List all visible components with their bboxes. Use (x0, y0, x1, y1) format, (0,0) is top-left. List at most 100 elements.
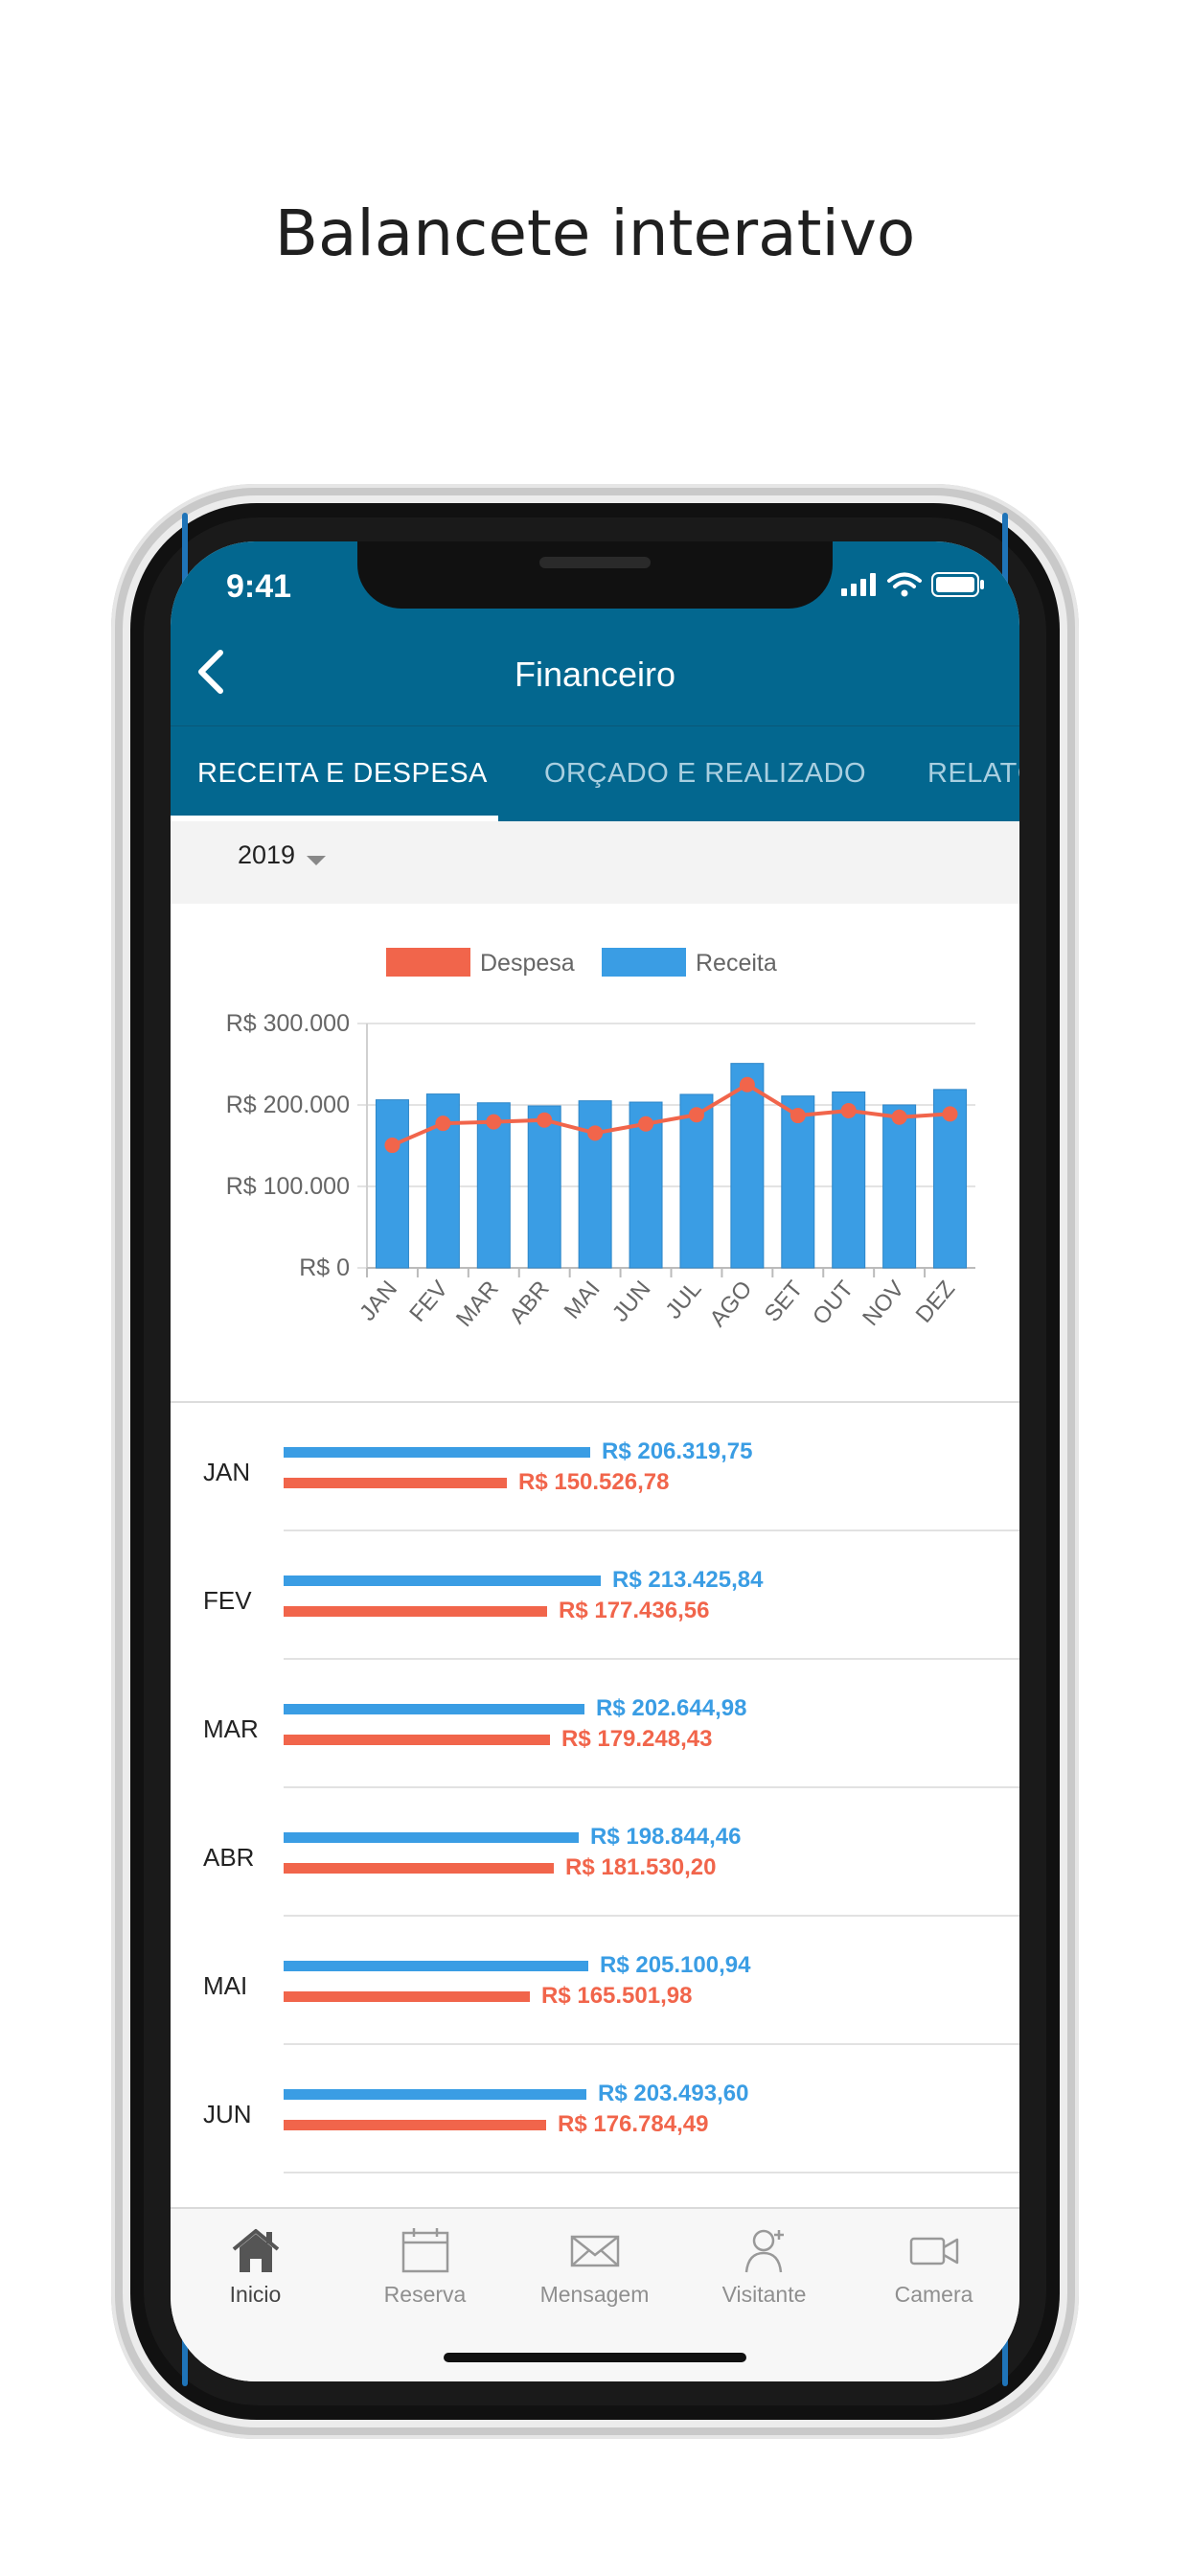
nav-camera[interactable]: Camera (849, 2219, 1018, 2324)
y-tick-label: R$ 200.000 (226, 1092, 350, 1118)
month-label: ABR (203, 1843, 255, 1872)
despesa-point (486, 1114, 502, 1130)
nav-label: Camera (894, 2282, 973, 2307)
battery-icon (931, 572, 984, 597)
active-tab-indicator (171, 816, 498, 821)
home-icon (232, 2229, 279, 2272)
despesa-bar (284, 1863, 554, 1874)
camera-icon (909, 2237, 958, 2266)
row-divider (284, 2172, 1019, 2174)
x-tick-label: AGO (704, 1276, 757, 1332)
despesa-point (384, 1138, 400, 1154)
despesa-point (688, 1107, 704, 1123)
row-divider (284, 2043, 1019, 2045)
x-tick-label: JUN (607, 1276, 656, 1327)
receita-bar (284, 1447, 590, 1458)
despesa-point (537, 1112, 553, 1128)
year-filter-bar: 2019 (171, 821, 1019, 904)
row-divider (284, 1658, 1019, 1660)
envelope-icon (570, 2235, 619, 2267)
nav-label: Reserva (383, 2282, 467, 2307)
month-row[interactable]: MAI R$ 205.100,94 R$ 165.501,98 (171, 1917, 1019, 2045)
row-divider (284, 1786, 1019, 1788)
x-tick-label: NOV (858, 1276, 909, 1331)
receita-bar (284, 1576, 601, 1586)
month-row[interactable]: ABR R$ 198.844,46 R$ 181.530,20 (171, 1788, 1019, 1917)
despesa-point (739, 1076, 755, 1092)
despesa-point (840, 1102, 857, 1118)
month-row[interactable]: JAN R$ 206.319,75 R$ 150.526,78 (171, 1403, 1019, 1531)
year-select[interactable]: 2019 (238, 840, 296, 869)
despesa-value: R$ 176.784,49 (558, 2111, 709, 2137)
receita-bar (781, 1095, 815, 1269)
receita-bar (679, 1093, 714, 1269)
chevron-left-icon (198, 650, 223, 694)
receita-value: R$ 203.493,60 (598, 2081, 749, 2106)
x-tick-label: JAN (355, 1276, 402, 1326)
month-label: FEV (203, 1586, 252, 1615)
tab-receita-despesa[interactable]: RECEITA E DESPESA (197, 758, 488, 789)
phone-screen: 9:41 Financeiro (171, 541, 1019, 2381)
despesa-point (891, 1109, 907, 1125)
month-label: MAR (203, 1714, 259, 1743)
receita-bar (284, 2089, 586, 2100)
back-button[interactable] (192, 645, 240, 702)
despesa-point (942, 1106, 958, 1122)
despesa-point (587, 1125, 604, 1141)
receita-bar (284, 1704, 584, 1714)
receita-bar (375, 1099, 409, 1269)
tab-divider (171, 725, 1019, 726)
receita-value: R$ 206.319,75 (602, 1438, 753, 1464)
x-tick-label: SET (760, 1276, 809, 1326)
row-divider (284, 1915, 1019, 1917)
status-time: 9:41 (226, 568, 292, 605)
legend-despesa-label: Despesa (480, 950, 575, 977)
receita-bar (284, 1832, 579, 1843)
month-label: MAI (203, 1971, 248, 2000)
nav-reserva[interactable]: Reserva (340, 2219, 510, 2324)
month-row[interactable]: FEV R$ 213.425,84 R$ 177.436,56 (171, 1531, 1019, 1660)
nav-visitante[interactable]: Visitante (679, 2219, 849, 2324)
receita-bar (730, 1063, 765, 1269)
month-row[interactable]: JUN R$ 203.493,60 R$ 176.784,49 (171, 2045, 1019, 2174)
legend-despesa-swatch (386, 948, 470, 977)
status-icons (841, 570, 985, 599)
despesa-value: R$ 177.436,56 (559, 1598, 710, 1623)
receita-bar (527, 1105, 561, 1269)
despesa-value: R$ 179.248,43 (561, 1726, 713, 1752)
x-tick-label: ABR (504, 1276, 554, 1329)
nav-label: Mensagem (539, 2282, 650, 2307)
section-divider (171, 1401, 1019, 1403)
x-tick-label: MAI (560, 1276, 606, 1324)
month-row[interactable]: MAR R$ 202.644,98 R$ 179.248,43 (171, 1660, 1019, 1788)
caret-down-icon[interactable] (307, 856, 326, 865)
camera-notch (357, 541, 833, 609)
nav-inicio[interactable]: Inicio (171, 2219, 340, 2324)
despesa-bar (284, 2120, 546, 2130)
home-indicator (444, 2353, 746, 2362)
receita-value: R$ 205.100,94 (600, 1952, 751, 1978)
receita-value: R$ 198.844,46 (590, 1824, 742, 1850)
nav-label: Visitante (721, 2282, 807, 2307)
chart-container: Despesa Receita R$ 0 R$ 100.000 R$ 200.000 R$… (171, 904, 1019, 1388)
x-tick-label: OUT (808, 1276, 858, 1329)
despesa-bar (284, 1478, 507, 1488)
receita-bar (832, 1091, 866, 1269)
tab-orcado-realizado[interactable]: ORÇADO E REALIZADO (544, 758, 867, 789)
despesa-value: R$ 165.501,98 (541, 1983, 693, 2009)
receita-value: R$ 213.425,84 (612, 1567, 764, 1593)
month-label: JUN (203, 2100, 252, 2128)
visitor-icon (744, 2229, 784, 2273)
monthly-list: JAN R$ 206.319,75 R$ 150.526,78 FEV R$ 213.4… (171, 1403, 1019, 2203)
app-header: 9:41 Financeiro (171, 541, 1019, 821)
receita-bar (882, 1104, 917, 1269)
income-expense-chart: Despesa Receita R$ 0 R$ 100.000 R$ 200.000 R$… (226, 948, 975, 1332)
wifi-icon (887, 572, 922, 597)
nav-label: Inicio (229, 2282, 282, 2307)
tab-relatorios[interactable]: RELATÓRIOS (927, 758, 1019, 789)
y-tick-label: R$ 300.000 (226, 1010, 350, 1037)
nav-mensagem[interactable]: Mensagem (510, 2219, 679, 2324)
y-tick-label: R$ 100.000 (226, 1173, 350, 1200)
despesa-bar (284, 1735, 550, 1745)
marketing-headline: Balancete interativo (274, 196, 916, 270)
